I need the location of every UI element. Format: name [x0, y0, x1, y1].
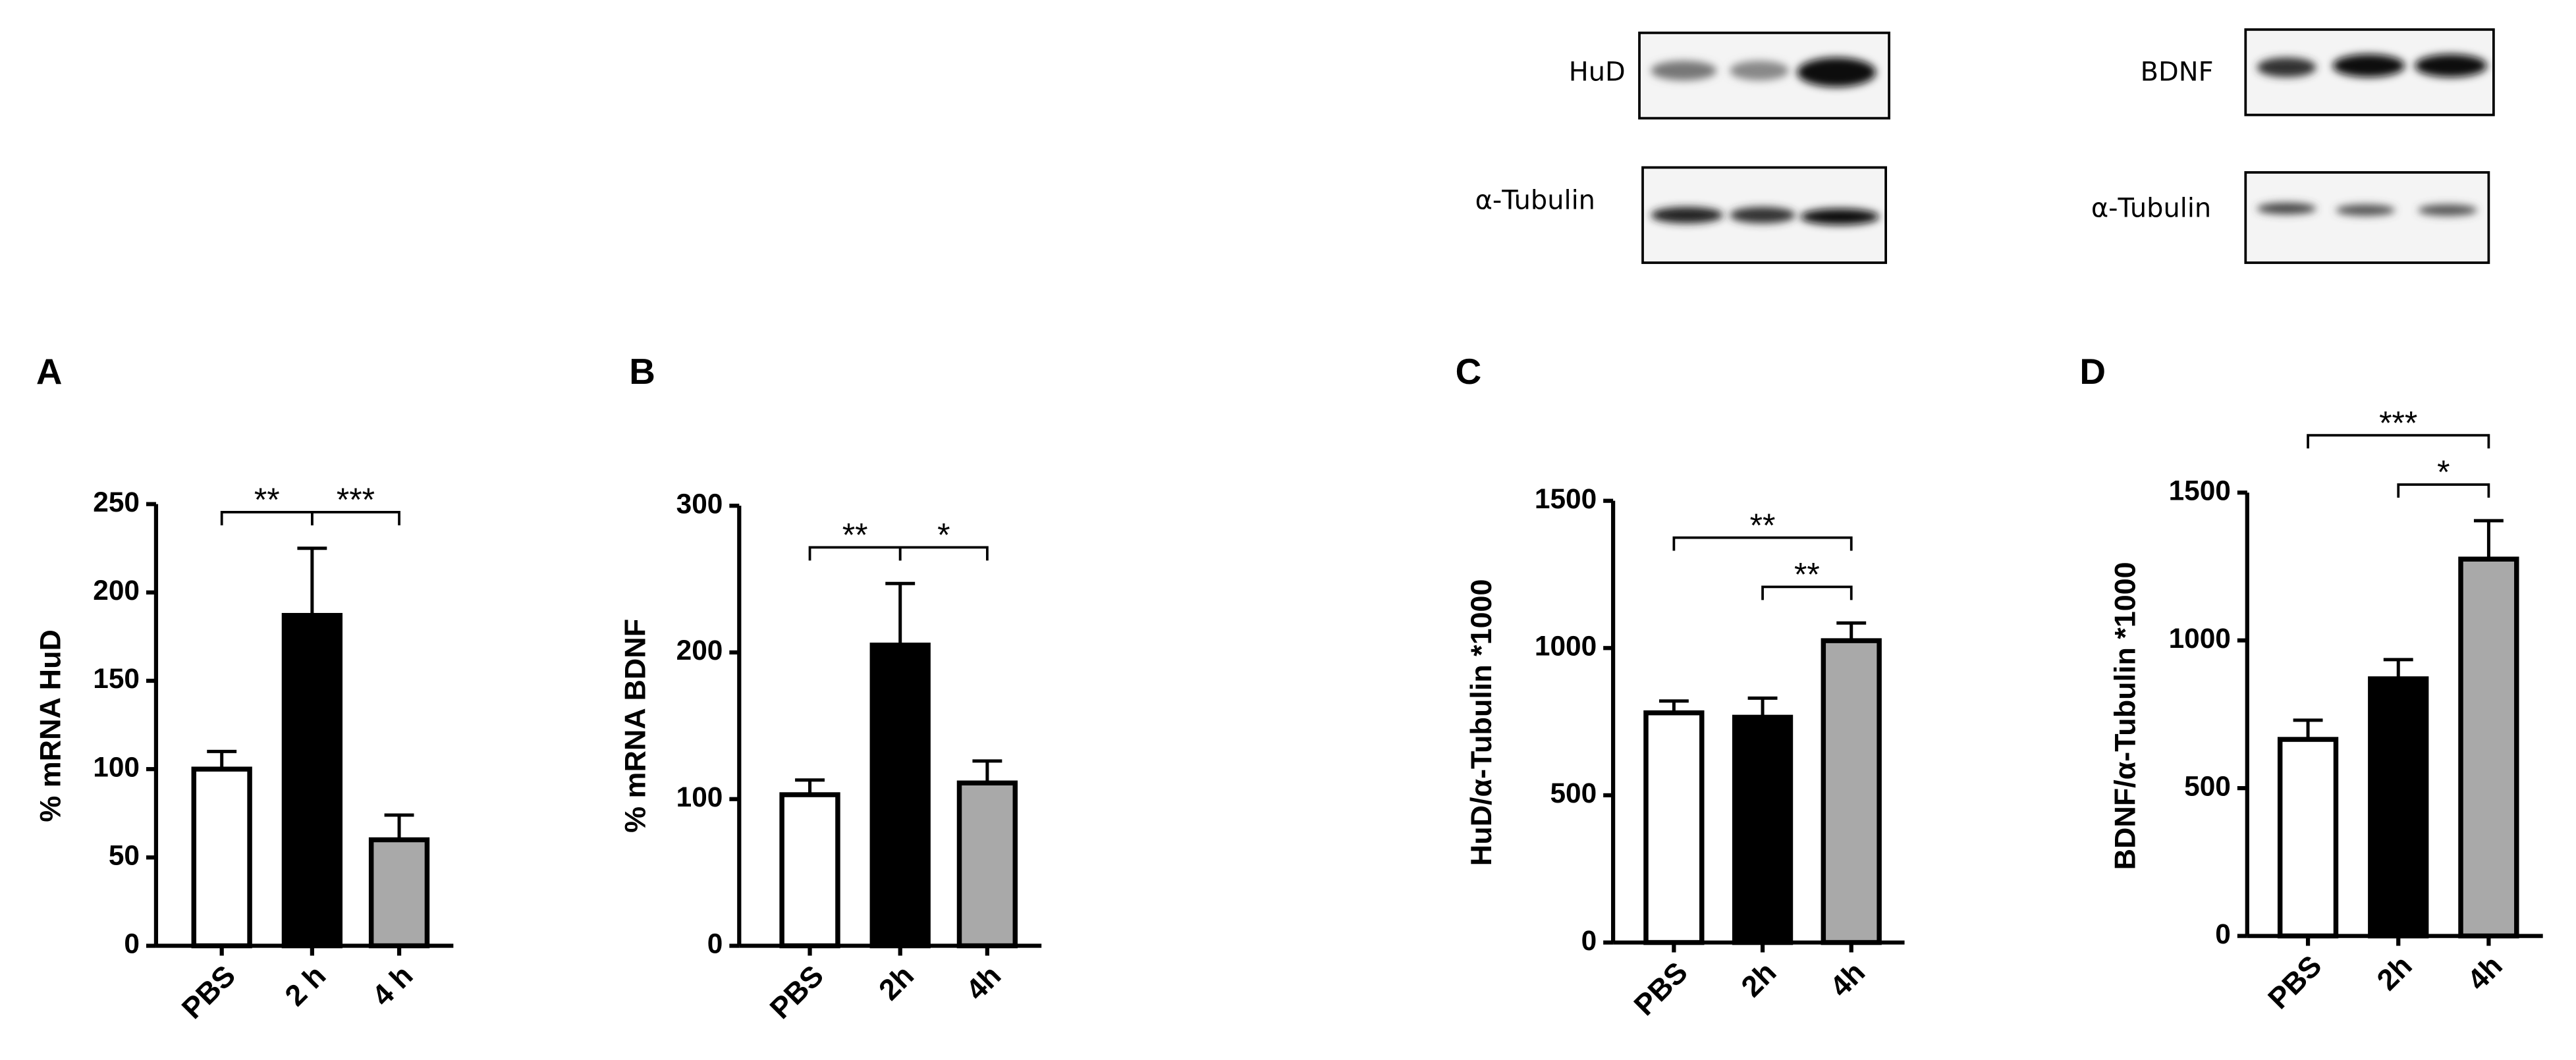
bar	[956, 780, 1018, 949]
y-axis-label: BDNF/α-Tubulin *1000	[2108, 562, 2142, 870]
band	[1730, 61, 1789, 81]
significance-label: **	[1794, 556, 1820, 593]
band	[1800, 208, 1880, 225]
blot-frame	[2244, 171, 2490, 264]
significance-label: *	[2437, 454, 2450, 490]
y-tick-label: 250	[93, 487, 140, 517]
panel-letter: C	[1456, 351, 1482, 392]
y-tick-label: 1000	[2169, 623, 2231, 654]
blot-label: HuD	[1569, 57, 1626, 88]
x-tick-label: PBS	[175, 959, 242, 1025]
band	[2257, 203, 2316, 215]
band	[1651, 207, 1724, 224]
band	[2418, 204, 2477, 216]
y-axis-label: % mRNA HuD	[34, 629, 67, 822]
panel-letter: A	[36, 351, 63, 392]
x-tick-label: 4h	[959, 959, 1007, 1007]
blot-label: α-Tubulin	[1475, 185, 1595, 215]
figure-content: HuD α-Tubulin BDNF α-Tubulin A % mRNA HuD…	[34, 28, 2543, 1025]
significance-bracket	[1761, 585, 1853, 600]
band	[2332, 54, 2405, 78]
bar	[869, 643, 931, 949]
band	[2257, 57, 2316, 78]
band	[1651, 61, 1717, 81]
blot-label: BDNF	[2141, 57, 2214, 88]
significance-label: **	[842, 517, 868, 554]
band	[1730, 207, 1795, 224]
x-tick-label: PBS	[1627, 955, 1693, 1022]
panel-letter: B	[629, 351, 655, 392]
y-tick-label: 0	[1581, 925, 1597, 956]
panel-letter: D	[2079, 351, 2106, 392]
y-axis-label: HuD/α-Tubulin *1000	[1464, 579, 1498, 866]
y-tick-label: 100	[676, 782, 723, 812]
x-tick-label: PBS	[2261, 949, 2328, 1015]
band	[2415, 54, 2487, 78]
significance-label: ***	[337, 481, 375, 518]
bar	[1643, 710, 1705, 945]
x-tick-label: PBS	[763, 959, 830, 1025]
blot-label: α-Tubulin	[2091, 194, 2211, 224]
significance-label: *	[937, 517, 950, 554]
x-tick-label: 4h	[2461, 949, 2509, 997]
x-tick-label: 2h	[1734, 955, 1782, 1003]
y-tick-label: 1500	[2169, 475, 2231, 506]
y-tick-label: 1000	[1535, 631, 1597, 662]
chart-panel: D BDNF/α-Tubulin *1000 0 500 1000 1500 PBS 2h 4h…	[2079, 351, 2543, 1015]
bar	[191, 766, 252, 949]
y-tick-label: 0	[707, 928, 723, 959]
bar	[2277, 737, 2339, 939]
bar	[1821, 638, 1882, 945]
x-tick-label: 2h	[872, 959, 920, 1007]
band	[2336, 204, 2396, 216]
bar	[2368, 676, 2429, 939]
bar	[368, 837, 430, 949]
blot-hud: HuD α-Tubulin	[1475, 32, 1890, 264]
significance-label: **	[254, 481, 280, 518]
y-tick-label: 500	[2184, 770, 2231, 801]
x-tick-label: 4 h	[366, 959, 420, 1013]
significance-bracket	[898, 546, 989, 561]
y-tick-label: 100	[93, 751, 140, 782]
significance-bracket	[2397, 483, 2490, 498]
y-tick-label: 0	[2215, 918, 2231, 949]
bar	[1732, 714, 1794, 945]
chart-panel: C HuD/α-Tubulin *1000 0 500 1000 1500 PBS 2h 4h *…	[1456, 351, 1905, 1022]
band	[1797, 57, 1877, 88]
y-tick-label: 300	[676, 488, 723, 519]
y-tick-label: 200	[93, 575, 140, 606]
bar	[281, 612, 343, 949]
y-axis-label: % mRNA BDNF	[618, 619, 652, 833]
blot-bdnf: BDNF α-Tubulin	[2091, 28, 2495, 264]
significance-label: ***	[2379, 404, 2417, 441]
significance-bracket	[310, 511, 400, 525]
significance-bracket	[2307, 434, 2490, 449]
y-tick-label: 0	[124, 928, 140, 959]
x-tick-label: 4h	[1823, 955, 1871, 1003]
bar	[2458, 556, 2519, 939]
y-tick-label: 200	[676, 635, 723, 666]
y-tick-label: 500	[1550, 778, 1597, 808]
y-tick-label: 50	[109, 840, 140, 871]
y-tick-label: 1500	[1535, 483, 1597, 514]
x-tick-label: 2h	[2370, 949, 2419, 997]
bar	[779, 792, 840, 949]
y-tick-label: 150	[93, 663, 140, 694]
significance-label: **	[1750, 507, 1776, 544]
significance-bracket	[1672, 536, 1853, 551]
x-tick-label: 2 h	[278, 959, 332, 1013]
